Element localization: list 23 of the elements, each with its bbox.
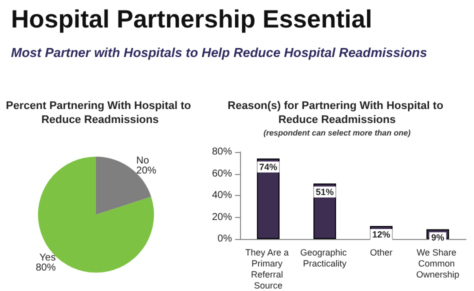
data-label: 51% [316, 187, 334, 198]
x-tick-label: We Share Common Ownership [416, 248, 460, 280]
y-tick-label: 0% [218, 234, 232, 244]
y-tick-label: 40% [212, 190, 232, 201]
chart-subtitle: (respondent can select more than one) [263, 128, 411, 138]
data-label: 74% [259, 162, 278, 172]
slice-label: No [136, 156, 150, 167]
data-label: 80% [36, 262, 56, 274]
bar [256, 158, 280, 239]
data-label: 20% [136, 166, 156, 177]
x-tick-label: Other [370, 248, 393, 258]
data-label: 9% [431, 232, 444, 243]
y-tick-label: 20% [212, 212, 232, 223]
text: Hospital Partnership Essential [11, 6, 372, 34]
y-tick-label: 60% [212, 168, 232, 180]
data-label: 12% [372, 229, 390, 240]
slice-label: Yes [39, 252, 56, 264]
chart-title: Reason(s) for Partnering With Hospital to Reduce Readmissions [228, 100, 446, 126]
y-tick-label: 80% [212, 146, 232, 158]
x-tick-label: Geographic Practicality [300, 248, 350, 268]
x-tick-label: They Are a Primary Referral Source [245, 248, 292, 290]
text: Most Partner with Hospitals to Help Reduce Hospital Readmissions [11, 45, 428, 60]
chart-title: Percent Partnering With Hospital to Reduce Readmissions [6, 100, 194, 126]
